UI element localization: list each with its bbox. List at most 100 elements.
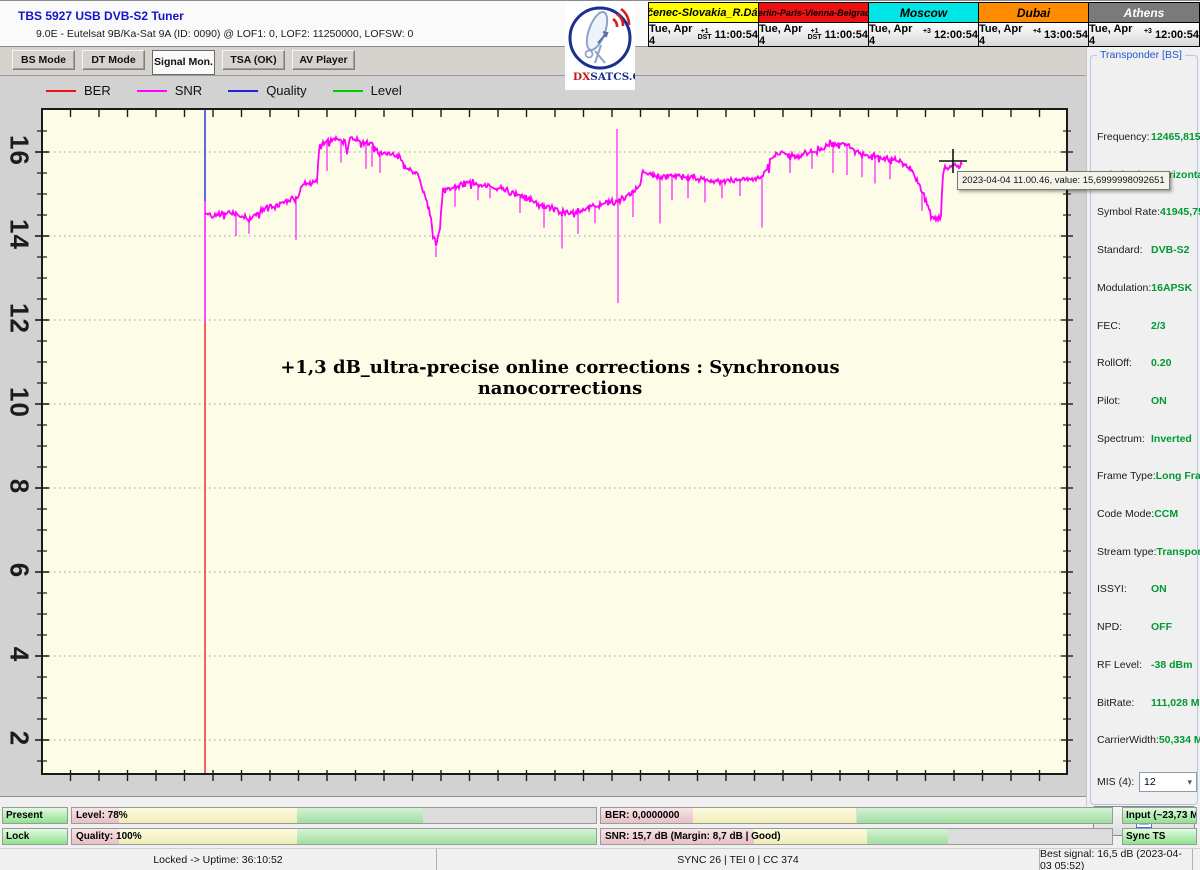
field-value: DVB-S2 [1151,244,1190,257]
mis-selected-value: 12 [1144,776,1156,788]
status-bar-section-1: SYNC 26 | TEI 0 | CC 374 [437,849,1040,870]
field-label: Spectrum: [1097,432,1145,445]
quality-meter: Quality: 100% [71,828,597,845]
field-value: 50,334 MHz [1158,734,1200,747]
y-axis-label: 6 [4,562,35,579]
transponder-field-2: Symbol Rate:41945,752 KS/s [1097,206,1200,219]
tab-av-player[interactable]: AV Player [292,50,355,70]
field-label: Modulation: [1097,281,1152,294]
tab-tsa-ok-[interactable]: TSA (OK) [222,50,285,70]
tab-signal-mon-[interactable]: Signal Mon. [152,50,215,75]
legend-label: Level [370,83,402,98]
field-value: Transport [1156,545,1200,558]
legend-item-ber: BER [46,83,111,98]
window-title: TBS 5927 USB DVB-S2 Tuner [18,9,184,23]
legend-label: Quality [266,83,307,98]
clock-offset: +3 [922,27,931,35]
transponder-field-5: FEC: 2/3 [1097,320,1197,332]
clock-3: Dubai Tue, Apr 4 +4 13:00:54 [979,3,1089,47]
tab-dt-mode[interactable]: DT Mode [82,50,145,70]
clock-date: Tue, Apr 4 [759,22,803,47]
snr-trace-plot [35,108,1073,781]
chart-annotation: +1,3 dB_ultra-precise online corrections… [280,357,840,399]
transponder-field-4: Modulation: 16APSK [1097,282,1197,294]
meter-zone [754,829,867,844]
world-clocks: Lučenec-Slovakia_R.DávidTue, Apr 4+1DST1… [648,2,1200,47]
clock-4: Athens Tue, Apr 4 +3 12:00:54 [1089,3,1199,47]
meter-zone [692,808,857,823]
field-label: RollOff: [1097,357,1132,370]
y-axis-label: 14 [4,219,35,250]
y-axis-label: 16 [4,135,35,166]
field-value: 111,028 Mbit/s [1151,696,1200,709]
transponder-field-7: Pilot: ON [1097,395,1197,407]
field-label: Stream type: [1097,545,1157,558]
clock-hms: 13:00:54 [1043,28,1088,41]
sync-ts-indicator: Sync TS [1122,828,1197,845]
clock-hms: 12:00:54 [1154,28,1199,41]
clock-city-label: Lučenec-Slovakia_R.Dávid [649,3,758,23]
transponder-title: Transponder [BS] [1097,49,1185,61]
clock-city-label: Moscow [869,3,978,23]
meter-zone [72,829,120,844]
present-indicator: Present [2,807,68,824]
legend-line-icon [136,89,167,92]
clock-time: Tue, Apr 4 +3 12:00:54 [869,22,978,47]
clock-time: Tue, Apr 4 +1 DST 11:00:54 [649,22,758,47]
value-tooltip: 2023-04-04 11.00.46, value: 15,699999809… [957,171,1170,190]
meter-zone [866,829,949,844]
clock-offset: +3 [1143,27,1152,35]
field-value: 41945,752 KS/s [1160,206,1200,219]
meter-label: Level: 78% [76,810,128,821]
transponder-field-14: RF Level: -38 dBm [1097,659,1197,671]
ber-meter: BER: 0,0000000 [600,807,1113,824]
clock-2: Moscow Tue, Apr 4 +3 12:00:54 [869,3,979,47]
meter-label: BER: 0,0000000 [605,810,680,821]
mis-select[interactable]: 12 ▾ [1139,772,1197,792]
y-axis-label: 12 [4,303,35,334]
meter-zone [297,808,424,823]
legend-line-icon [332,89,363,92]
field-label: RF Level: [1097,658,1142,671]
clock-date: Tue, Apr 4 [979,22,1023,47]
clock-date: Tue, Apr 4 [869,22,913,47]
field-label: Symbol Rate: [1097,206,1161,219]
meter-zone [601,829,755,844]
logo-text-satcs: SATCS.COM [590,71,635,83]
clock-time: Tue, Apr 4 +4 13:00:54 [979,22,1088,47]
clock-hms: 11:00:54 [824,28,868,41]
field-value: -38 dBm [1151,658,1193,671]
logo-text-dx: DX [573,71,591,83]
field-label: FEC: [1097,319,1121,332]
clock-city-label: Berlin-Paris-Vienna-Belgrade [759,3,868,23]
meter-zone [72,808,120,823]
lock-indicator: Lock [2,828,68,845]
legend-item-level: Level [332,83,402,98]
y-axis-label: 10 [4,387,35,418]
transponder-field-11: Stream type:Transport [1097,545,1200,558]
transponder-field-10: Code Mode: CCM [1097,508,1197,520]
dxsatcs-logo: DXSATCS.COM [565,1,635,90]
clock-date: Tue, Apr 4 [649,22,693,47]
clock-offset: +1 DST [807,27,822,41]
legend-item-snr: SNR [136,83,202,98]
transponder-panel: Transponder [BS] Frequency:12465,815 MHz… [1086,47,1200,836]
meter-zone [119,829,298,844]
field-value: CCM [1154,508,1179,520]
satellite-dish-icon: DXSATCS.COM [568,6,635,83]
clock-1: Berlin-Paris-Vienna-BelgradeTue, Apr 4 +1… [759,3,869,47]
tab-bs-mode[interactable]: BS Mode [12,50,75,70]
transponder-field-16: CarrierWidth:50,334 MHz [1097,734,1200,747]
meter-zone [297,829,596,844]
field-value: OFF [1151,621,1172,634]
field-label: Standard: [1097,244,1143,257]
chevron-down-icon: ▾ [1187,776,1192,787]
chart-legend: BER SNR Quality Level [46,83,402,98]
legend-item-quality: Quality [228,83,307,98]
field-value: ON [1151,394,1167,407]
field-value: 0.20 [1151,357,1172,370]
transponder-field-0: Frequency:12465,815 MHz [1097,131,1200,143]
meter-zone [601,808,693,823]
clock-hms: 12:00:54 [933,28,978,41]
meter-zone [856,808,1112,823]
